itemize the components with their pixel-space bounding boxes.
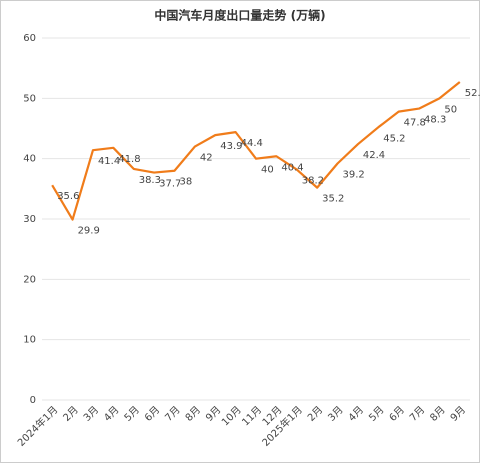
- data-label: 38.2: [302, 176, 324, 187]
- y-tick-label: 40: [23, 154, 36, 165]
- data-label: 29.9: [78, 226, 100, 237]
- data-label: 52.7: [465, 88, 480, 99]
- data-label: 47.8: [404, 118, 426, 129]
- data-label: 35.2: [322, 194, 344, 205]
- y-tick-label: 30: [23, 214, 36, 225]
- chart-title: 中国汽车月度出口量走势 (万辆): [154, 8, 325, 23]
- y-tick-label: 10: [23, 335, 36, 346]
- y-tick-label: 20: [23, 274, 36, 285]
- data-label: 48.3: [424, 115, 446, 126]
- data-label: 40.4: [281, 162, 303, 173]
- data-label: 41.8: [118, 154, 140, 165]
- data-label: 41.4: [98, 156, 120, 167]
- y-tick-label: 50: [23, 93, 36, 104]
- data-label: 38: [179, 177, 192, 188]
- data-label: 45.2: [383, 133, 405, 144]
- data-label: 40: [261, 165, 274, 176]
- data-label: 44.4: [241, 138, 263, 149]
- data-label: 37.7: [159, 179, 181, 190]
- line: [51, 81, 461, 221]
- data-label: 38.3: [139, 175, 161, 186]
- data-label: 43.9: [220, 141, 242, 152]
- data-label: 50: [444, 104, 457, 115]
- data-label: 35.6: [57, 191, 79, 202]
- y-tick-label: 60: [23, 33, 36, 44]
- data-label: 39.2: [343, 169, 365, 180]
- data-label: 42.4: [363, 150, 385, 161]
- data-label: 42: [200, 153, 213, 164]
- y-tick-label: 0: [30, 395, 36, 406]
